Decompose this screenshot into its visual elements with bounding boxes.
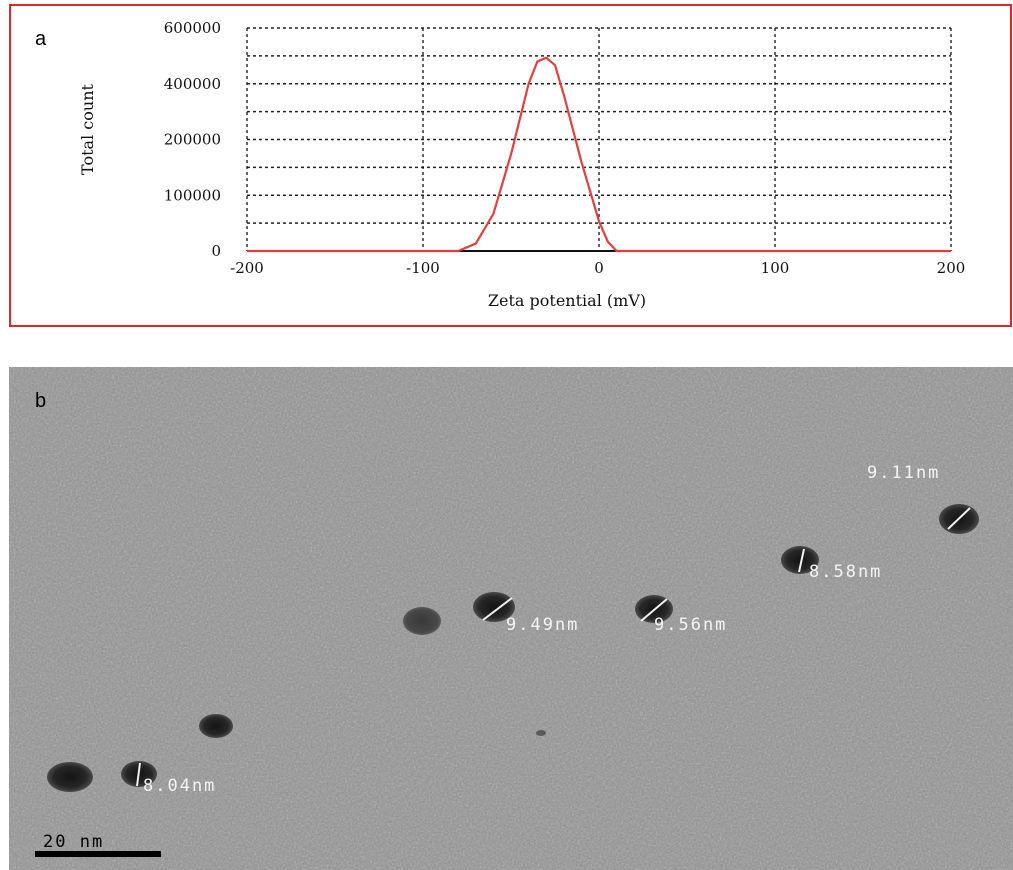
x-tick-label: -100 — [406, 259, 440, 277]
nanoparticle — [199, 714, 233, 738]
debris-speck — [536, 730, 546, 736]
nanoparticle — [403, 607, 441, 635]
particle-size-label: 8.58nm — [809, 562, 882, 582]
nanoparticle — [781, 546, 819, 574]
x-tick-label: 0 — [594, 259, 604, 277]
measurement-line — [482, 597, 513, 621]
panel-a-letter: a — [35, 28, 47, 50]
measurement-line — [640, 598, 668, 622]
nanoparticle — [473, 592, 515, 622]
panel-b-letter: b — [35, 390, 46, 412]
tem-micrograph-panel: b 9.11nm 8.58nm 9.49nm 9.56nm 8.04nm 20 … — [9, 367, 1013, 870]
tem-grain-texture — [9, 367, 1013, 870]
y-tick-label: 200000 — [164, 131, 221, 149]
x-axis-ticks: -200 -100 0 100 200 — [230, 259, 965, 277]
particle-size-label: 9.56nm — [654, 615, 727, 635]
scale-bar — [35, 851, 161, 857]
x-axis-label: Zeta potential (mV) — [488, 291, 646, 310]
chart-grid — [246, 27, 952, 251]
y-tick-label: 600000 — [164, 19, 221, 37]
scale-bar-label: 20 nm — [43, 832, 104, 852]
tem-micrograph: b 9.11nm 8.58nm 9.49nm 9.56nm 8.04nm 20 … — [9, 367, 1013, 870]
y-axis-label: Total count — [78, 84, 97, 175]
measurement-line — [798, 548, 805, 573]
particle-size-label: 9.11nm — [867, 463, 940, 483]
y-tick-label: 0 — [211, 242, 221, 260]
zeta-potential-panel: a 0 100000 200000 400000 600000 -200 -100 0 100… — [9, 4, 1012, 327]
y-axis-ticks: 0 100000 200000 400000 600000 — [164, 19, 221, 260]
x-tick-label: 200 — [937, 259, 966, 277]
zeta-potential-chart: 0 100000 200000 400000 600000 -200 -100 0 100 20… — [78, 19, 965, 310]
y-tick-label: 100000 — [164, 186, 221, 204]
particle-size-label: 9.49nm — [506, 615, 579, 635]
x-tick-label: 100 — [761, 259, 790, 277]
measurement-line — [136, 762, 141, 787]
measurement-line — [947, 507, 971, 530]
y-tick-label: 400000 — [164, 75, 221, 93]
particle-size-label: 8.04nm — [143, 776, 216, 796]
chart-series — [247, 56, 951, 253]
x-tick-label: -200 — [230, 259, 264, 277]
nanoparticle — [47, 762, 93, 792]
series-line — [247, 56, 951, 253]
